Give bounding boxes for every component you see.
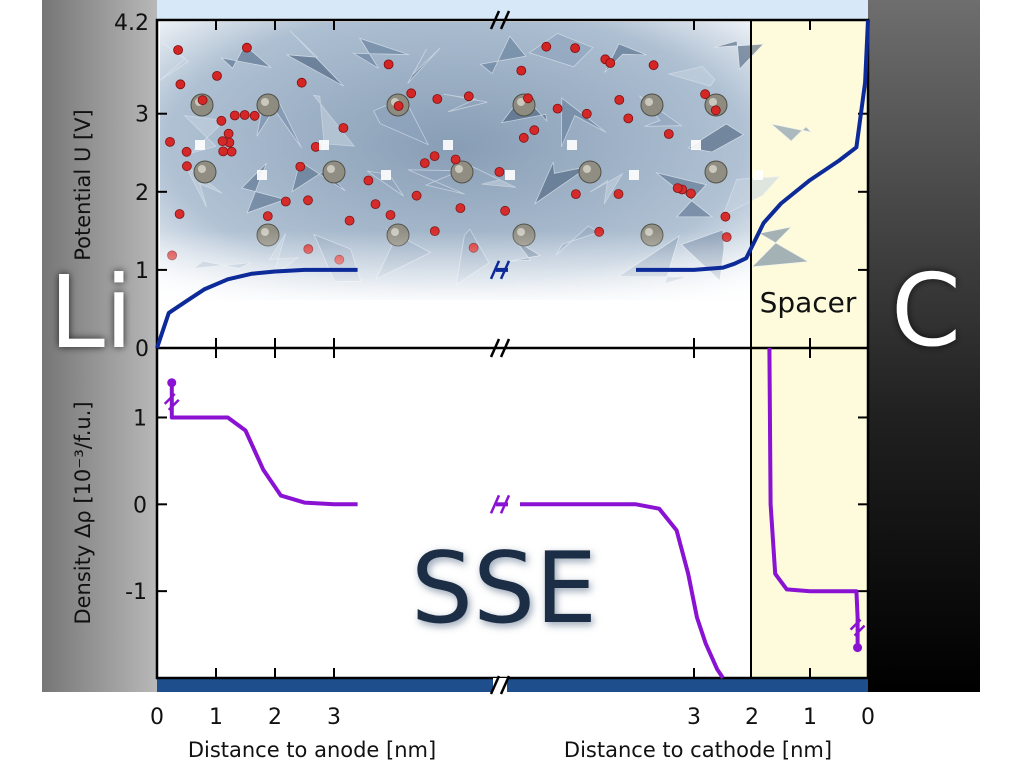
density-anode-endpoint-marker [167,378,177,388]
density-curve-spacer [767,347,860,648]
anode-x-tick-label: 2 [268,705,282,730]
density-curve-cathode-side [520,502,725,680]
density-curve-anode-side [169,382,358,507]
anode-x-tick-label: 0 [150,705,164,730]
axis-break-bottom [489,675,511,695]
crystal-structure-image [159,22,813,300]
potential-y-tick-label: 1 [135,259,149,284]
cathode-x-tick-label: 1 [803,705,817,730]
axis-break-middle [489,338,511,358]
current-collector-bar [157,678,868,692]
density-cathode-break-mark-a [849,618,862,631]
x-axis-title-cathode: Distance to cathode [nm] [564,738,832,762]
density-anode-break-mark-b [167,398,180,411]
density-y-tick-label: 0 [133,493,147,518]
potential-y-tick-label: 4.2 [114,11,149,36]
potential-y-tick-label: 3 [135,103,149,128]
axis-break-top [489,10,511,30]
cathode-block [868,0,980,692]
tick-marks [157,20,868,678]
potential-y-tick-label: 2 [135,181,149,206]
cathode-x-tick-label: 2 [745,705,759,730]
density-y-tick-label: -1 [125,580,147,605]
anode-x-tick-label: 1 [209,705,223,730]
y-axis-title-potential: Potential U [V] [71,109,95,260]
curves [155,19,870,680]
potential-curve-anode-side [155,267,358,349]
cathode-x-tick-label: 3 [687,705,701,730]
density-anode-break-mark-a [163,392,176,405]
tick-labels: 0 1 2 3 4.2 -1 0 1 0 1 2 3 3 2 1 0 [114,11,875,730]
density-y-tick-label: 1 [133,406,147,431]
potential-curve-cathode-side [636,19,870,272]
anode-x-tick-label: 3 [327,705,341,730]
anode-label: Li [49,254,133,371]
density-plot-background [157,348,868,678]
density-cathode-break-mark-b [853,624,866,637]
electrolyte-label: SSE [411,532,597,646]
potential-y-tick-label: 0 [135,337,149,362]
cathode-x-tick-label: 0 [861,705,875,730]
cathode-label: C [891,252,961,369]
x-axis-title-anode: Distance to anode [nm] [188,738,436,762]
top-strip [157,0,868,20]
axis-break-marks [489,10,511,695]
y-axis-title-density: Density Δρ [10⁻³/f.u.] [71,401,95,624]
density-cathode-endpoint-marker [853,643,863,653]
spacer-label: Spacer [760,286,857,319]
anode-block [42,0,157,692]
